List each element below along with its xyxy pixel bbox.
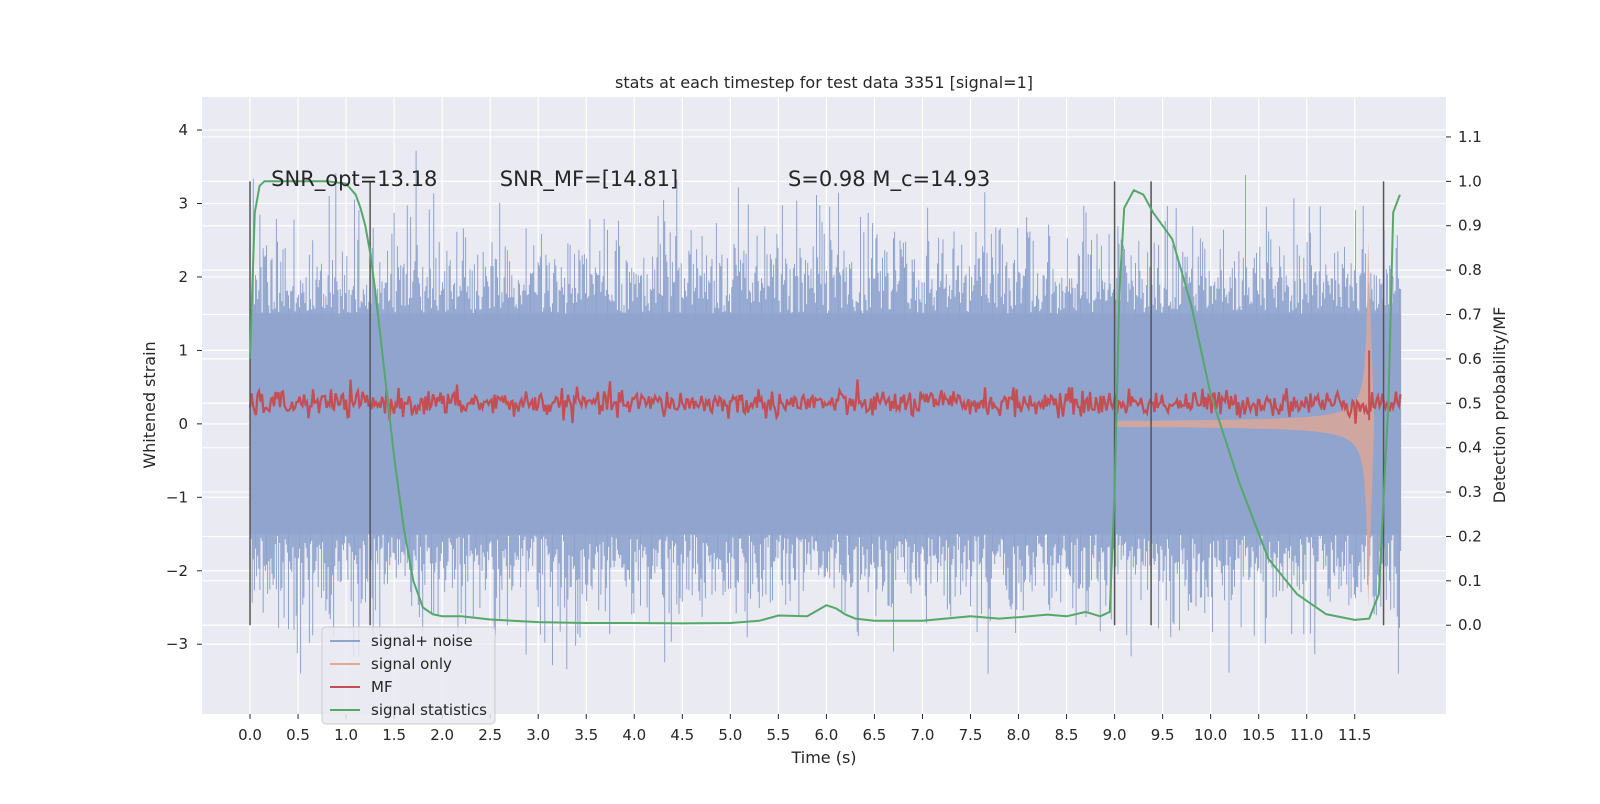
x-tick-label: 2.0 xyxy=(430,726,454,744)
x-tick-label: 9.0 xyxy=(1103,726,1127,744)
x-axis-label: Time (s) xyxy=(790,748,856,767)
y2-tick-label: 0.9 xyxy=(1458,217,1482,235)
x-tick-label: 8.5 xyxy=(1055,726,1079,744)
y2-tick-label: 0.2 xyxy=(1458,527,1482,545)
y2-tick-label: 1.0 xyxy=(1458,172,1482,190)
x-tick-label: 9.5 xyxy=(1151,726,1175,744)
y-tick-label: −2 xyxy=(166,562,188,580)
y2-tick-label: 0.7 xyxy=(1458,306,1482,324)
signal-statistics-line xyxy=(249,180,1401,625)
y-tick-label: 1 xyxy=(178,341,188,359)
mf-layer xyxy=(248,350,1402,424)
legend-label-signal: signal only xyxy=(371,655,452,673)
chirp-layer xyxy=(1114,240,1374,608)
x-tick-label: 5.5 xyxy=(766,726,790,744)
x-tick-label: 10.5 xyxy=(1242,726,1275,744)
annotation-text: S=0.98 M_c=14.93 xyxy=(788,167,990,192)
y2-tick-label: 0.1 xyxy=(1458,572,1482,590)
x-tick-label: 3.0 xyxy=(526,726,550,744)
y2-tick-label: 0.8 xyxy=(1458,261,1482,279)
x-tick-label: 6.0 xyxy=(814,726,838,744)
y2-tick-label: 1.1 xyxy=(1458,128,1482,146)
x-tick-label: 2.5 xyxy=(478,726,502,744)
chart-title: stats at each timestep for test data 335… xyxy=(615,73,1033,92)
annotation-text: SNR_opt=13.18 xyxy=(271,167,437,192)
annotation-layer: SNR_opt=13.18 SNR_MF=[14.81] S=0.98 M_c=14… xyxy=(271,167,990,192)
x-tick-label: 10.0 xyxy=(1194,726,1227,744)
x-tick-label: 7.0 xyxy=(911,726,935,744)
x-tick-label: 6.5 xyxy=(863,726,887,744)
y-axis-label: Whitened strain xyxy=(140,341,159,468)
legend-label-noise: signal+ noise xyxy=(371,632,473,650)
y-tick-label: 0 xyxy=(178,415,188,433)
y-tick-label: −1 xyxy=(166,488,188,506)
y-tick-label: 4 xyxy=(178,121,188,139)
y2-tick-label: 0.0 xyxy=(1458,616,1482,634)
annotation-text: SNR_MF=[14.81] xyxy=(500,167,678,192)
legend: signal+ noise signal only MF signal stat… xyxy=(321,626,496,725)
tick-layer: 0.0 0.5 1.0 1.5 2.0 2.5 3.0 3.5 4.0 4.5 5.0 5.5 6.0 6… xyxy=(166,121,1482,744)
x-tick-label: 11.0 xyxy=(1290,726,1323,744)
x-tick-label: 7.5 xyxy=(959,726,983,744)
x-tick-label: 8.0 xyxy=(1007,726,1031,744)
legend-label-mf: MF xyxy=(371,678,393,696)
y2-tick-label: 0.6 xyxy=(1458,350,1482,368)
y-tick-label: 2 xyxy=(178,268,188,286)
x-tick-label: 3.5 xyxy=(574,726,598,744)
signal-only-envelope xyxy=(1114,240,1374,608)
x-tick-label: 1.0 xyxy=(334,726,358,744)
stat-layer xyxy=(249,180,1401,625)
x-tick-label: 1.5 xyxy=(382,726,406,744)
y2-tick-label: 0.3 xyxy=(1458,483,1482,501)
legend-label-stat: signal statistics xyxy=(371,701,487,719)
y-tick-label: 3 xyxy=(178,195,188,213)
y2-axis-label: Detection probability/MF xyxy=(1490,307,1509,504)
legend-box xyxy=(321,626,496,725)
x-tick-label: 0.5 xyxy=(286,726,310,744)
y2-tick-label: 0.4 xyxy=(1458,439,1482,457)
x-tick-label: 4.0 xyxy=(622,726,646,744)
x-tick-label: 11.5 xyxy=(1338,726,1371,744)
x-tick-label: 4.5 xyxy=(670,726,694,744)
mf-line xyxy=(248,379,1402,424)
x-tick-label: 0.0 xyxy=(238,726,262,744)
x-tick-label: 5.0 xyxy=(718,726,742,744)
y-tick-label: −3 xyxy=(166,635,188,653)
y2-tick-label: 0.5 xyxy=(1458,394,1482,412)
